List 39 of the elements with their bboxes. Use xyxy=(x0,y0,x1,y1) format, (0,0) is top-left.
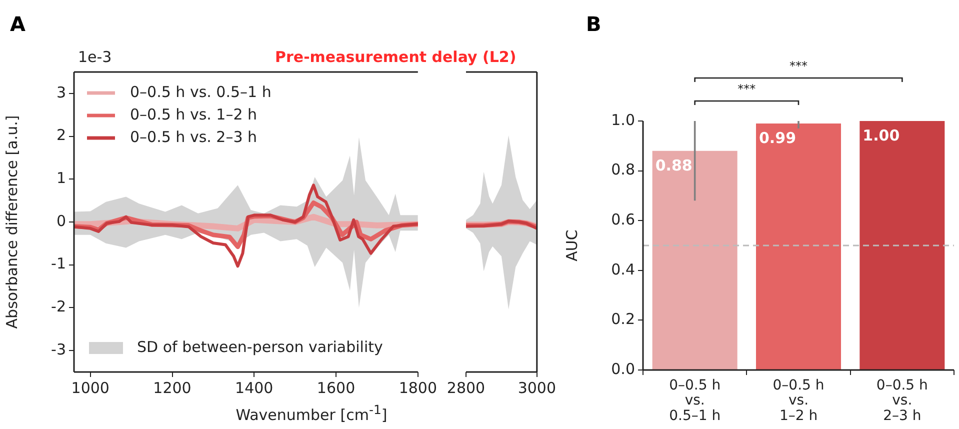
legend-label: 0–0.5 h vs. 0.5–1 h xyxy=(130,82,272,101)
text: 1e-3 xyxy=(78,48,112,66)
y-tick-label: 0.6 xyxy=(611,210,635,228)
x-tick-label: 3000 xyxy=(518,378,556,397)
data-label: 0.99 xyxy=(758,128,796,147)
y-tick-label: 3 xyxy=(56,83,66,102)
y-tick-label: -2 xyxy=(51,298,66,316)
y-tick-label: 1 xyxy=(56,169,66,188)
data-label: 1.00 xyxy=(862,126,900,144)
text: *** xyxy=(738,82,756,96)
legend-label: 0–0.5 h vs. 2–3 h xyxy=(130,128,258,146)
x-tick-label: 1400 xyxy=(235,378,274,397)
chart-title: B xyxy=(586,12,602,36)
x-tick-label: 0–0.5 h vs. 0.5–1 h xyxy=(669,377,721,424)
x-tick-label: 2800 xyxy=(446,378,486,397)
data-label: 0.88 xyxy=(655,156,692,174)
y-axis-title: AUC xyxy=(562,230,581,262)
chart-title: A xyxy=(10,12,26,36)
y-tick-label: 0 xyxy=(56,212,66,230)
x-tick-label: 1000 xyxy=(71,378,110,397)
y-tick-label: -1 xyxy=(51,254,66,273)
y-tick-label: 0.2 xyxy=(611,310,635,328)
text: Pre-measurement delay (L2) xyxy=(275,48,516,66)
y-axis-title: Absorbance difference [a.u.] xyxy=(2,115,21,329)
y-tick-label: -3 xyxy=(51,340,66,358)
x-tick-label: 1200 xyxy=(153,378,192,397)
x-tick-label: 1600 xyxy=(316,378,356,397)
x-axis-title: Wavenumber [cm$^{-1}$] xyxy=(234,402,388,424)
y-tick-label: 0.0 xyxy=(611,360,635,378)
text: *** xyxy=(790,59,808,74)
y-tick-label: 0.8 xyxy=(611,160,635,179)
legend-label: 0–0.5 h vs. 1–2 h xyxy=(130,105,258,124)
x-tick-label: 1800 xyxy=(398,378,438,397)
y-tick-label: 2 xyxy=(56,126,66,144)
y-tick-label: 0.4 xyxy=(611,260,635,278)
x-tick-label: 0–0.5 h vs. 1–2 h xyxy=(772,377,824,424)
x-tick-label: 0–0.5 h vs. 2–3 h xyxy=(876,377,928,424)
y-tick-label: 1.0 xyxy=(611,110,635,129)
legend-label: SD of between-person variability xyxy=(137,338,384,356)
